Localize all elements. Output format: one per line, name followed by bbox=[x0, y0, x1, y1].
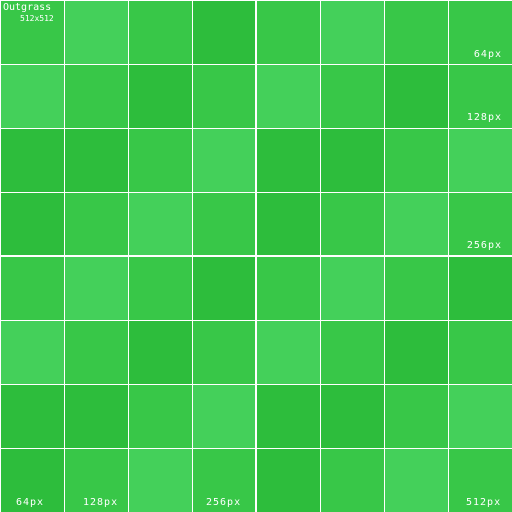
grass-tile bbox=[129, 129, 192, 192]
scale-label-128-right: 128px bbox=[467, 113, 502, 123]
grass-tile bbox=[1, 321, 64, 384]
grass-tile bbox=[449, 321, 512, 384]
grass-tile bbox=[321, 1, 384, 64]
grass-tile bbox=[193, 321, 256, 384]
grass-tile bbox=[257, 129, 320, 192]
grass-tile bbox=[385, 321, 448, 384]
grass-tile bbox=[385, 257, 448, 320]
scale-label-64-bottom: 64px bbox=[16, 498, 44, 508]
grass-tile bbox=[65, 385, 128, 448]
grass-tile bbox=[1, 193, 64, 256]
grass-tile bbox=[385, 385, 448, 448]
grass-tile bbox=[257, 257, 320, 320]
grass-tile bbox=[321, 385, 384, 448]
grass-tile bbox=[321, 321, 384, 384]
grass-tile bbox=[321, 129, 384, 192]
grass-tile bbox=[65, 257, 128, 320]
grass-tile bbox=[129, 193, 192, 256]
grass-tile bbox=[385, 129, 448, 192]
grass-tile bbox=[129, 257, 192, 320]
grass-tile bbox=[257, 385, 320, 448]
grass-tile bbox=[193, 257, 256, 320]
grass-tile bbox=[129, 449, 192, 512]
grass-tile bbox=[257, 193, 320, 256]
grass-tile bbox=[65, 65, 128, 128]
grass-tile bbox=[1, 65, 64, 128]
texture-size: 512x512 bbox=[20, 14, 54, 24]
quadrant-divider-horizontal bbox=[0, 255, 512, 257]
grass-tile bbox=[193, 129, 256, 192]
grass-tile bbox=[257, 321, 320, 384]
grass-tile bbox=[1, 385, 64, 448]
scale-label-256-right: 256px bbox=[467, 241, 502, 251]
grass-tile bbox=[321, 65, 384, 128]
scale-label-128-bottom: 128px bbox=[83, 498, 118, 508]
grass-tile bbox=[385, 1, 448, 64]
grass-tile bbox=[65, 1, 128, 64]
grass-tile bbox=[193, 1, 256, 64]
grass-tile bbox=[65, 321, 128, 384]
grass-tile bbox=[129, 321, 192, 384]
grass-tile bbox=[385, 193, 448, 256]
grass-tile bbox=[193, 385, 256, 448]
grass-tile bbox=[385, 65, 448, 128]
texture-title: Outgrass bbox=[3, 3, 51, 13]
scale-label-64-right: 64px bbox=[474, 50, 502, 60]
grass-tile bbox=[129, 65, 192, 128]
grass-tile bbox=[257, 449, 320, 512]
grass-tile bbox=[321, 193, 384, 256]
grass-tile bbox=[385, 449, 448, 512]
grass-tile bbox=[129, 385, 192, 448]
grass-tile bbox=[257, 1, 320, 64]
grass-tile bbox=[1, 129, 64, 192]
grass-tile bbox=[449, 257, 512, 320]
grass-tile bbox=[321, 449, 384, 512]
grass-tile bbox=[65, 193, 128, 256]
grass-tile bbox=[193, 65, 256, 128]
grass-tile bbox=[193, 193, 256, 256]
grass-tile bbox=[65, 129, 128, 192]
scale-label-256-bottom: 256px bbox=[206, 498, 241, 508]
grass-tile bbox=[257, 65, 320, 128]
scale-label-512-bottom: 512px bbox=[466, 498, 501, 508]
grass-tile bbox=[321, 257, 384, 320]
grass-tile bbox=[449, 385, 512, 448]
grass-tile bbox=[1, 257, 64, 320]
grass-tile bbox=[129, 1, 192, 64]
grass-tile bbox=[449, 129, 512, 192]
